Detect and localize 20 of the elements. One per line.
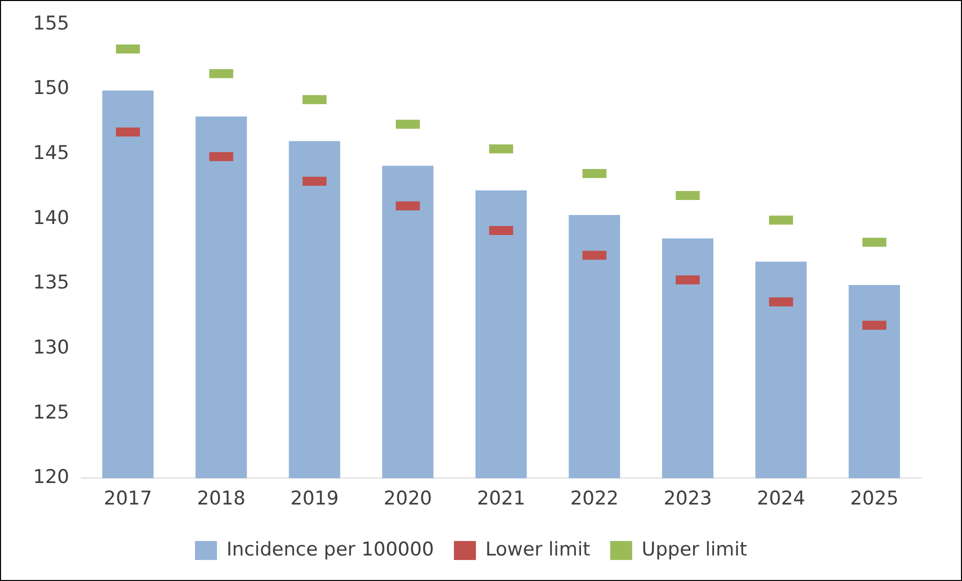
x-tick-label: 2022 [570, 488, 619, 510]
legend-label: Lower limit [485, 538, 590, 560]
x-tick-label: 2020 [384, 488, 432, 510]
y-tick-label: 125 [33, 401, 70, 424]
x-tick-label: 2024 [756, 488, 806, 510]
y-tick-label: 140 [33, 206, 70, 229]
y-tick-label: 135 [33, 272, 70, 294]
y-tick-label: 150 [33, 77, 70, 100]
x-tick-label: 2019 [290, 488, 339, 510]
y-tick-label: 130 [33, 336, 70, 358]
x-tick-label: 2021 [476, 488, 526, 510]
y-tick-label: 120 [33, 466, 70, 488]
x-tick-label: 2023 [664, 488, 712, 510]
legend-label: Incidence per 100000 [226, 538, 434, 560]
y-tick-label: 145 [33, 142, 70, 164]
x-tick-label: 2025 [850, 488, 899, 510]
legend-label: Upper limit [642, 538, 748, 560]
x-tick-label: 2017 [104, 488, 152, 510]
y-tick-label: 155 [33, 12, 70, 34]
x-tick-label: 2018 [197, 488, 246, 510]
